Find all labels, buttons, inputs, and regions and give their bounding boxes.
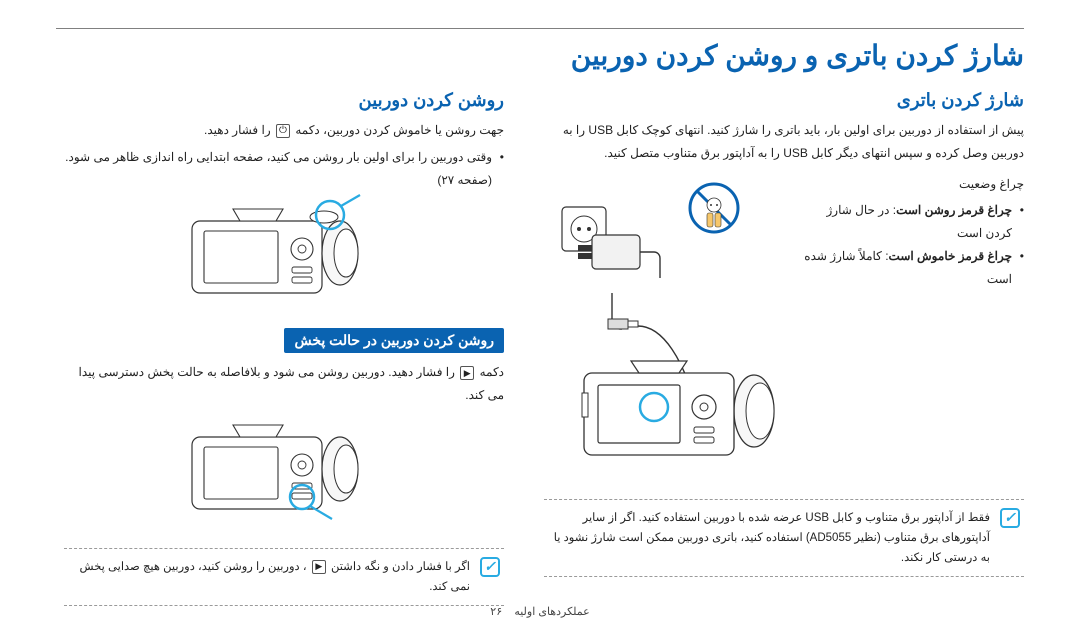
figure-camera-top [174, 191, 394, 311]
status-label: چراغ وضعیت [798, 173, 1024, 196]
line2b: را فشار دهید. دوربین روشن می شود و بلافا… [79, 365, 504, 402]
line2a: دکمه [476, 365, 504, 379]
col-power-on: روشن کردن دوربین جهت روشن یا خاموش کردن … [64, 90, 504, 606]
info-icon: ✓ [480, 557, 500, 577]
figure-camera-bottom [174, 407, 394, 527]
status-block: چراغ وضعیت چراغ قرمز روشن است: در حال شا… [798, 173, 1024, 483]
para-play: دکمه ▶ را فشار دهید. دوربین روشن می شود … [64, 361, 504, 407]
figure-wrapper-bottom [64, 407, 504, 532]
para-charging: پیش از استفاده از دوربین برای اولین بار،… [544, 119, 1024, 165]
line1a: جهت روشن یا خاموش کردن دوربین، دکمه [292, 123, 504, 137]
note-left-a: اگر با فشار دادن و نگه داشتن [328, 561, 470, 573]
status-red-on: چراغ قرمز روشن است: در حال شارژ کردن است [798, 199, 1024, 245]
charging-body: چراغ وضعیت چراغ قرمز روشن است: در حال شا… [544, 173, 1024, 483]
subhead-play: روشن کردن دوربین در حالت پخش [284, 328, 504, 353]
status-red-off: چراغ قرمز خاموش است: کاملاً شارژ شده است [798, 245, 1024, 291]
status-red-on-bold: چراغ قرمز روشن است [896, 203, 1012, 217]
page-title: شارژ کردن باتری و روشن کردن دوربین [56, 39, 1024, 72]
figure-charger-camera [544, 173, 784, 483]
play-button-icon: ▶ [460, 366, 474, 380]
line1b: را فشار دهید. [204, 123, 271, 137]
col-charging: شارژ کردن باتری پیش از استفاده از دوربین… [544, 90, 1024, 606]
status-list: چراغ قرمز روشن است: در حال شارژ کردن است… [798, 199, 1024, 290]
heading-power: روشن کردن دوربین [64, 90, 504, 111]
info-icon: ✓ [1000, 508, 1020, 528]
figure-wrapper-top [64, 191, 504, 316]
page: شارژ کردن باتری و روشن کردن دوربین شارژ … [0, 0, 1080, 630]
note-left-text: اگر با فشار دادن و نگه داشتن ▶ ، دوربین … [68, 557, 470, 597]
two-columns: شارژ کردن باتری پیش از استفاده از دوربین… [56, 90, 1024, 606]
note-left: ✓ اگر با فشار دادن و نگه داشتن ▶ ، دوربی… [64, 548, 504, 606]
play-button-icon: ▶ [312, 560, 326, 574]
heading-charging: شارژ کردن باتری [544, 90, 1024, 111]
note-right-text: فقط از آداپتور برق متناوب و کابل USB عرض… [548, 508, 990, 568]
note-right: ✓ فقط از آداپتور برق متناوب و کابل USB ع… [544, 499, 1024, 577]
para-power-on: جهت روشن یا خاموش کردن دوربین، دکمه ⏻ را… [64, 119, 504, 142]
footer-chapter: عملکردهای اولیه [514, 606, 589, 618]
footer: عملکردهای اولیه ۲۶ [0, 605, 1080, 618]
power-button-icon: ⏻ [276, 124, 290, 138]
status-red-off-bold: چراغ قرمز خاموش است [889, 249, 1012, 263]
footer-page: ۲۶ [490, 606, 502, 618]
top-rule [56, 28, 1024, 29]
first-time-bullet: وقتی دوربین را برای اولین بار روشن می کن… [64, 146, 504, 192]
power-bullets: وقتی دوربین را برای اولین بار روشن می کن… [64, 146, 504, 192]
subhead-row: روشن کردن دوربین در حالت پخش [64, 316, 504, 361]
